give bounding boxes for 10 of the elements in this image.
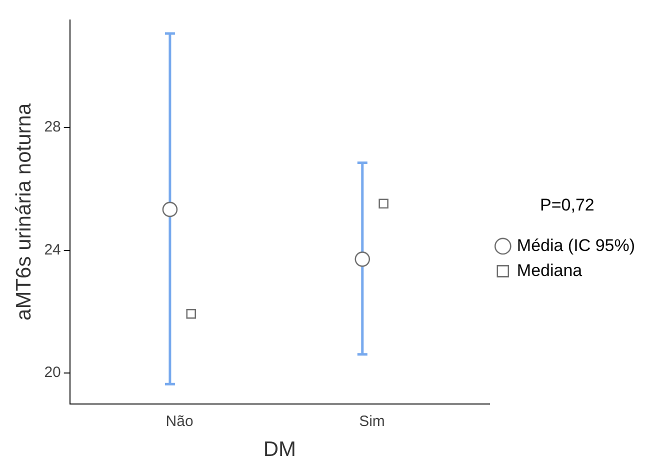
x-tick-label: Não [166,412,194,430]
y-tick-label: 20 [44,364,61,382]
legend-title: P=0,72 [540,195,594,214]
x-axis-title: DM [263,438,296,462]
y-tick-label: 24 [44,241,61,258]
y-tick-label: 28 [44,118,61,136]
x-tick-label: Sim [359,412,385,430]
legend-label: Média (IC 95%) [516,236,636,255]
legend-label: Mediana [516,260,583,280]
y-axis-title: aMT6s urinária noturna [12,103,36,320]
